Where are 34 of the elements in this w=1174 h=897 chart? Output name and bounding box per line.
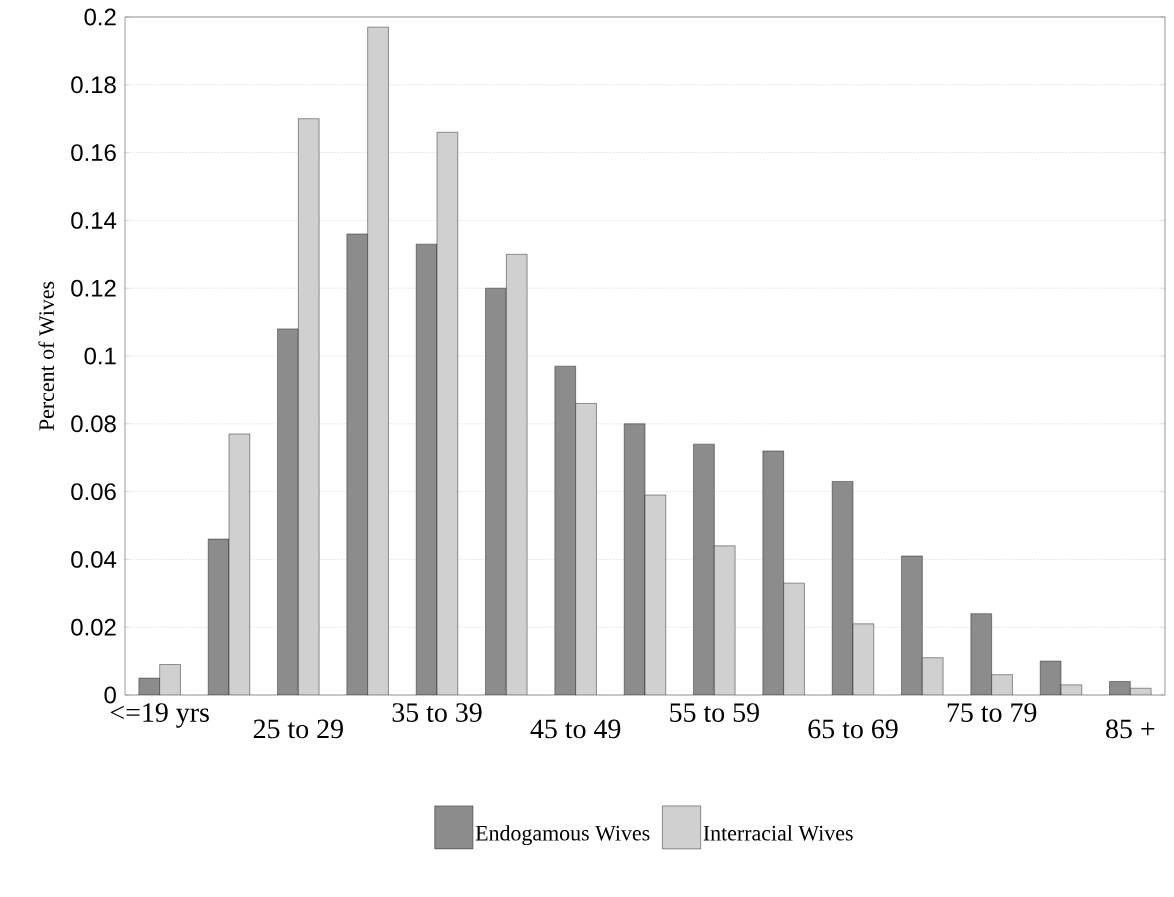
bar [644, 494, 666, 695]
y-tick-label: 0.02 [71, 618, 116, 636]
x-tick-label: 75 to 79 [947, 703, 1037, 722]
bar [367, 26, 389, 695]
x-tick-label: 45 to 49 [530, 719, 621, 739]
y-tick-label: 0.18 [71, 76, 116, 94]
bar [575, 403, 597, 695]
x-tick-label: <=19 yrs [110, 703, 209, 728]
x-tick-label: 65 to 69 [808, 719, 898, 739]
bar [506, 254, 528, 695]
bar [298, 118, 320, 695]
x-tick-label: 25 to 29 [253, 719, 343, 739]
legend-label: Interracial Wives [703, 825, 853, 841]
x-tick-label: 55 to 59 [670, 703, 759, 722]
bar [436, 132, 458, 695]
x-tick-label: 35 to 39 [392, 703, 482, 722]
y-tick-label: 0.04 [71, 550, 117, 568]
y-tick-label: 0.16 [71, 144, 116, 162]
x-tick-label: 85 + [1106, 719, 1155, 739]
y-tick-label: 0.2 [84, 8, 116, 26]
bar [159, 664, 181, 695]
y-tick-label: 0.1 [84, 347, 116, 365]
bar [991, 674, 1013, 695]
bar [714, 545, 736, 695]
bar [228, 433, 250, 695]
y-tick-label: 0.06 [71, 483, 116, 501]
bar [783, 582, 805, 695]
bar [852, 623, 874, 695]
y-axis-title: Percent of Wives [38, 281, 55, 431]
y-tick-label: 0.12 [71, 279, 116, 297]
y-tick-label: 0.14 [71, 211, 117, 229]
y-tick-label: 0.08 [71, 415, 116, 433]
legend-label: Endogamous Wives [475, 825, 650, 846]
y-tick-label: 0 [104, 686, 116, 704]
